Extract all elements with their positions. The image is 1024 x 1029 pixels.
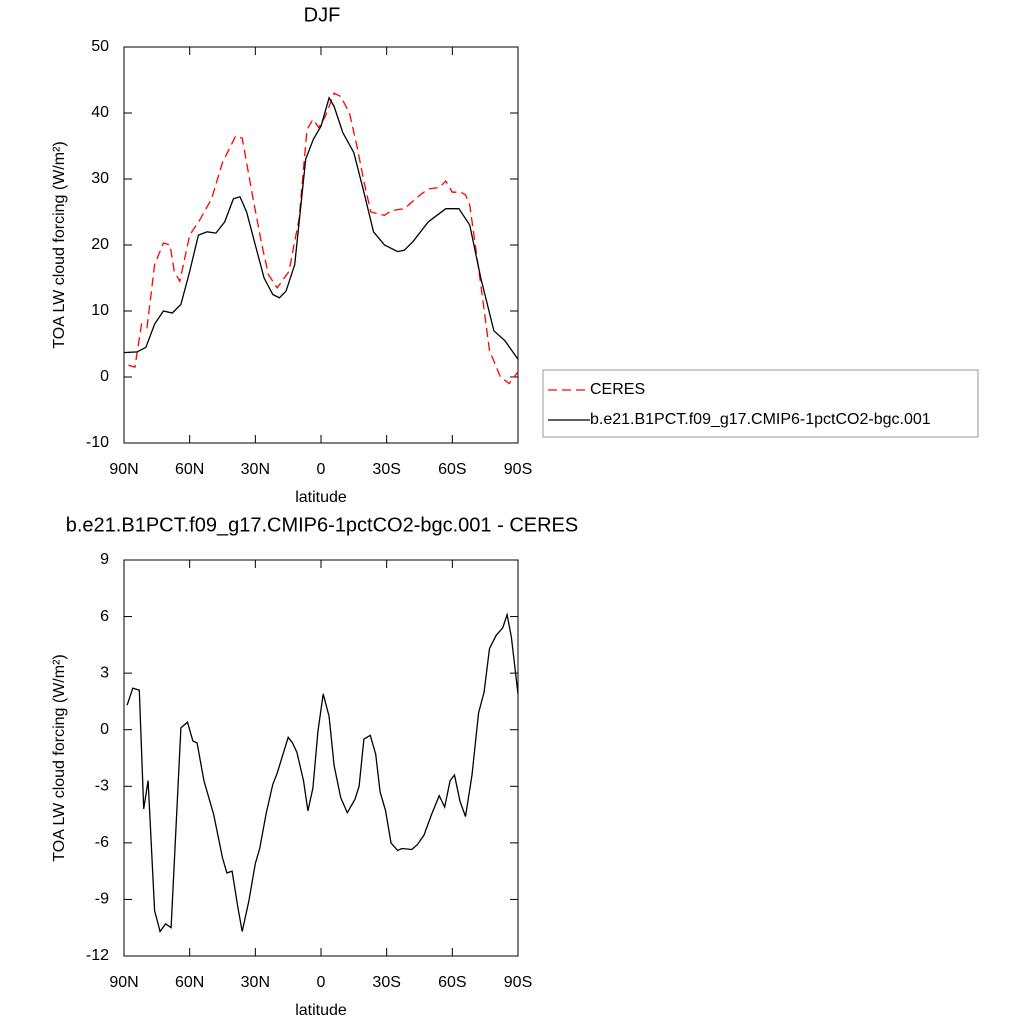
x-tick-label: 0 — [317, 974, 326, 991]
x-tick-label: 90N — [109, 461, 138, 478]
y-tick-label: 6 — [100, 608, 109, 625]
x-tick-label: 90S — [504, 461, 532, 478]
y-tick-label: -12 — [86, 947, 109, 964]
x-axis-label: latitude — [295, 1002, 347, 1019]
legend-label: b.e21.B1PCT.f09_g17.CMIP6-1pctCO2-bgc.00… — [590, 411, 931, 428]
y-axis-label: TOA LW cloud forcing (W/m²) — [51, 654, 68, 861]
x-tick-label: 90S — [504, 974, 532, 991]
x-tick-label: 60N — [175, 461, 204, 478]
x-tick-label: 60N — [175, 974, 204, 991]
x-axis-label: latitude — [295, 489, 347, 506]
plot-frame — [123, 559, 519, 957]
y-tick-label: 50 — [91, 38, 109, 55]
x-tick-label: 30N — [241, 974, 270, 991]
y-tick-label: 10 — [91, 302, 109, 319]
data-line — [128, 92, 519, 385]
legend-box — [542, 369, 979, 438]
y-tick-label: 9 — [100, 551, 109, 568]
y-tick-label: -3 — [95, 778, 109, 795]
y-tick-label: 40 — [91, 104, 109, 121]
x-tick-label: 0 — [317, 461, 326, 478]
data-line — [126, 612, 519, 933]
y-tick-label: -10 — [86, 434, 109, 451]
y-tick-label: -9 — [95, 891, 109, 908]
plot-frame — [123, 46, 519, 444]
y-axis-label: TOA LW cloud forcing (W/m²) — [51, 141, 68, 348]
y-tick-label: 3 — [100, 664, 109, 681]
data-line — [123, 96, 519, 360]
x-tick-label: 30S — [372, 974, 400, 991]
legend-label: CERES — [590, 381, 645, 398]
x-tick-label: 60S — [438, 974, 466, 991]
y-tick-label: -6 — [95, 834, 109, 851]
y-tick-label: 30 — [91, 170, 109, 187]
x-tick-label: 30S — [372, 461, 400, 478]
y-tick-label: 0 — [100, 368, 109, 385]
x-tick-label: 90N — [109, 974, 138, 991]
x-tick-label: 60S — [438, 461, 466, 478]
y-tick-label: 0 — [100, 721, 109, 738]
y-tick-label: 20 — [91, 236, 109, 253]
x-tick-label: 30N — [241, 461, 270, 478]
chart-title: b.e21.B1PCT.f09_g17.CMIP6-1pctCO2-bgc.00… — [66, 514, 578, 536]
chart-title: DJF — [304, 4, 341, 26]
